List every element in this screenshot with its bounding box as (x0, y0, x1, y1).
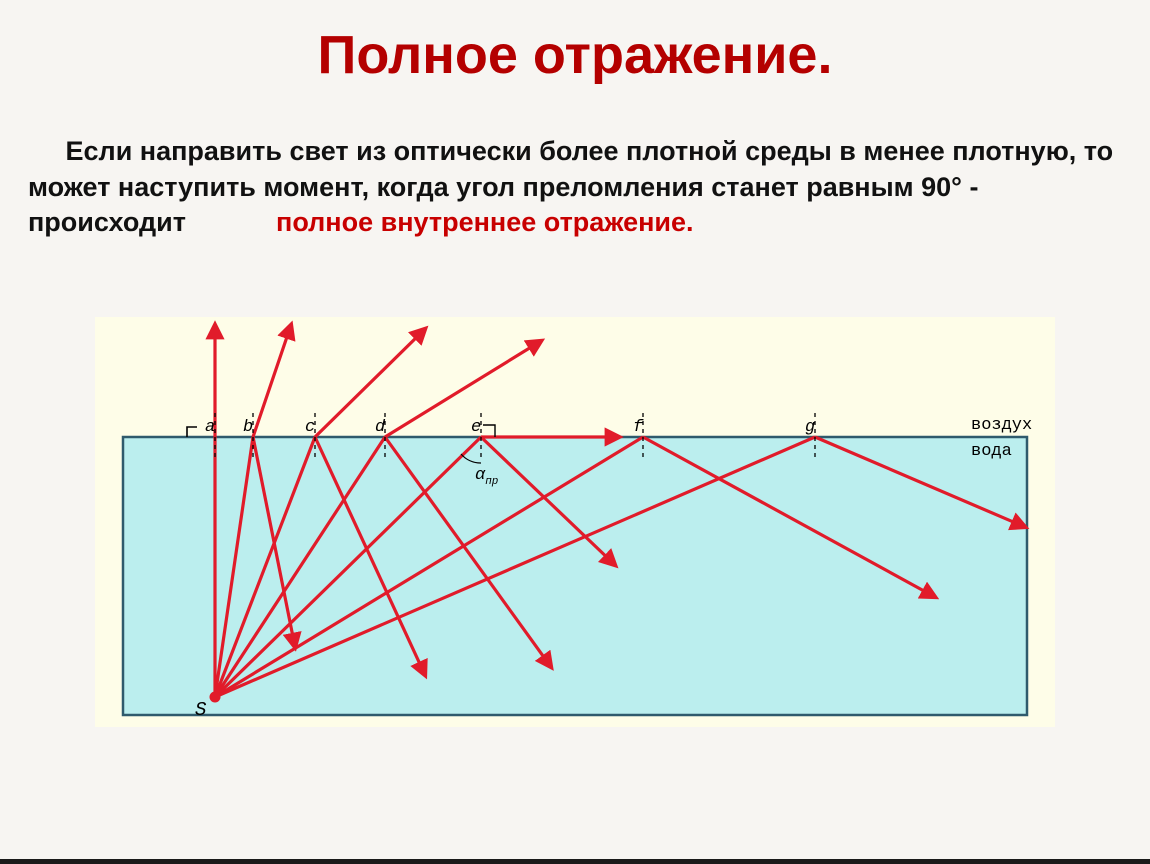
surface-point-label: e (471, 418, 481, 437)
surface-point-label: d (375, 418, 386, 437)
surface-point-label: b (243, 418, 253, 437)
light-source-label: S (195, 699, 207, 721)
surface-point-label: f (633, 418, 644, 437)
diagram-container: abcdeαпрfgSвоздухвода (95, 317, 1055, 727)
slide-body: Если направить свет из оптически более п… (0, 94, 1150, 241)
body-highlight: полное внутреннее отражение. (276, 207, 694, 237)
surface-point-label: g (805, 418, 815, 437)
air-label: воздух (971, 416, 1032, 435)
light-source-point (210, 691, 221, 702)
water-label: вода (971, 442, 1012, 461)
surface-point-label: a (205, 418, 215, 437)
total-internal-reflection-diagram: abcdeαпрfgSвоздухвода (95, 317, 1055, 727)
surface-point-label: c (305, 418, 315, 437)
slide: Полное отражение. Если направить свет из… (0, 0, 1150, 864)
slide-title: Полное отражение. (0, 0, 1150, 94)
